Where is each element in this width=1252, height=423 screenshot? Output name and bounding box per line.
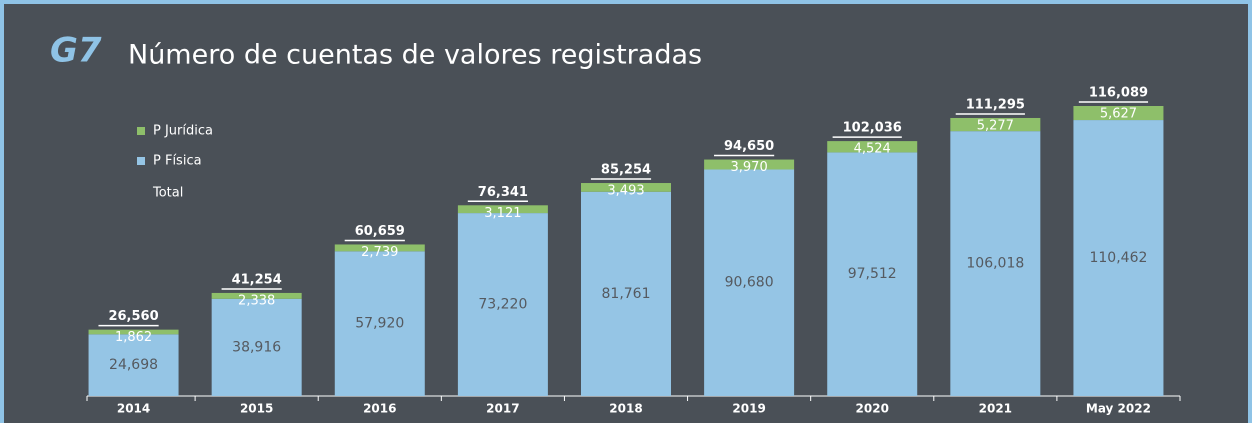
bar-segment xyxy=(211,298,302,396)
total-label: 116,089 xyxy=(1089,86,1148,101)
bar-segment xyxy=(827,141,918,153)
x-tick-label: 2017 xyxy=(486,402,519,416)
bar-segment xyxy=(334,244,425,252)
bar-segment xyxy=(827,152,918,396)
legend-label: P Física xyxy=(153,154,202,169)
value-label: 57,920 xyxy=(355,316,404,332)
value-label: 73,220 xyxy=(478,297,527,313)
total-label: 76,341 xyxy=(478,185,528,200)
bar-segment xyxy=(950,131,1041,396)
legend-swatch xyxy=(137,127,145,135)
value-label: 24,698 xyxy=(109,357,158,373)
total-label: 111,295 xyxy=(966,97,1025,112)
bar-segment xyxy=(704,169,795,396)
value-label: 3,121 xyxy=(484,206,521,221)
legend-label: Total xyxy=(152,186,183,201)
x-tick-label: 2021 xyxy=(979,402,1012,416)
x-tick-label: 2018 xyxy=(609,402,642,416)
bar-segment xyxy=(1073,120,1164,397)
bar-segment xyxy=(88,334,179,396)
value-label: 5,627 xyxy=(1100,107,1137,122)
value-label: 81,761 xyxy=(602,286,651,302)
value-label: 2,338 xyxy=(238,293,275,308)
chart-title: Número de cuentas de valores registradas xyxy=(128,40,702,71)
bar-segment xyxy=(581,183,671,192)
x-tick-label: 2015 xyxy=(240,402,273,416)
value-label: 4,524 xyxy=(854,142,891,157)
total-label: 94,650 xyxy=(724,139,774,154)
total-label: 85,254 xyxy=(601,163,651,178)
value-label: 90,680 xyxy=(725,275,774,291)
bar-segment xyxy=(457,205,548,214)
x-tick-label: May 2022 xyxy=(1086,402,1151,416)
value-label: 38,916 xyxy=(232,339,281,355)
total-label: 102,036 xyxy=(843,121,902,136)
value-label: 106,018 xyxy=(966,256,1024,272)
bar-segment xyxy=(1073,106,1164,121)
x-tick-label: 2019 xyxy=(732,402,765,416)
x-tick-label: 2020 xyxy=(856,402,889,416)
bar-segment xyxy=(704,159,795,170)
value-label: 1,862 xyxy=(115,330,152,345)
value-label: 97,512 xyxy=(848,266,897,282)
value-label: 3,493 xyxy=(607,184,644,199)
value-label: 5,277 xyxy=(977,118,1014,133)
total-label: 60,659 xyxy=(355,224,405,239)
total-label: 26,560 xyxy=(108,309,158,324)
chart-label: G7 xyxy=(50,31,102,71)
x-tick-label: 2014 xyxy=(117,402,150,416)
total-label: 41,254 xyxy=(232,272,282,287)
legend-label: P Jurídica xyxy=(153,124,213,139)
bar-segment xyxy=(88,329,179,335)
bar-segment xyxy=(457,213,548,396)
value-label: 3,970 xyxy=(731,160,768,175)
value-label: 2,739 xyxy=(361,245,398,260)
bar-segment xyxy=(211,292,302,299)
bar-segment xyxy=(581,191,671,396)
value-label: 110,462 xyxy=(1089,250,1147,266)
bar-segment xyxy=(334,251,425,396)
x-tick-label: 2016 xyxy=(363,402,396,416)
legend-swatch xyxy=(137,157,145,165)
bar-segment xyxy=(950,117,1041,132)
